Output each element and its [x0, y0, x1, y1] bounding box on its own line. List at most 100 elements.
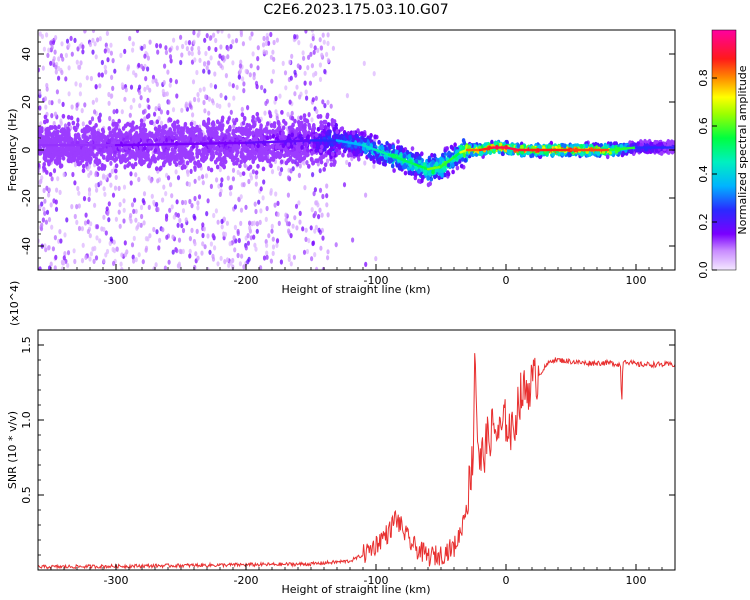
heatmap-cell: [45, 32, 49, 38]
heatmap-cell: [111, 146, 116, 151]
heatmap-cell: [251, 51, 255, 57]
heatmap-cell: [146, 148, 150, 154]
heatmap-cell: [284, 85, 288, 91]
heatmap-cell: [193, 264, 197, 270]
heatmap-cell: [316, 126, 321, 132]
heatmap-cell: [443, 172, 447, 178]
heatmap-cell: [314, 224, 318, 230]
heatmap-cell: [277, 220, 281, 226]
heatmap-cell: [310, 30, 314, 33]
heatmap-cell: [155, 43, 159, 49]
heatmap-cell: [98, 147, 103, 153]
heatmap-cell: [244, 204, 248, 210]
heatmap-cell: [315, 108, 319, 114]
heatmap-cell: [86, 166, 90, 172]
heatmap-cell: [138, 159, 142, 165]
heatmap-cell: [131, 120, 135, 126]
heatmap-cell: [426, 182, 431, 188]
heatmap-cell: [233, 224, 237, 230]
heatmap-cell: [270, 78, 274, 84]
heatmap-cell: [54, 199, 58, 205]
heatmap-cell: [125, 157, 130, 162]
heatmap-cell: [120, 109, 124, 115]
heatmap-cell: [329, 162, 334, 168]
heatmap-cell: [148, 233, 152, 239]
heatmap-cell: [215, 102, 219, 108]
heatmap-cell: [140, 213, 144, 220]
heatmap-cell: [327, 150, 331, 155]
heatmap-cell: [209, 126, 214, 132]
heatmap-cell: [267, 40, 271, 46]
heatmap-cell: [297, 200, 301, 206]
heatmap-cell: [234, 147, 239, 153]
heatmap-cell: [269, 188, 273, 194]
heatmap-cell: [209, 241, 213, 247]
heatmap-cell: [197, 97, 201, 103]
heatmap-cell: [155, 119, 160, 125]
heatmap-cell: [301, 124, 306, 130]
heatmap-cell: [275, 242, 279, 248]
heatmap-cell: [134, 217, 138, 223]
heatmap-cell: [58, 153, 62, 159]
heatmap-cell: [290, 53, 294, 59]
heatmap-cell: [190, 203, 194, 209]
heatmap-cell: [57, 124, 61, 130]
heatmap-cell: [54, 206, 59, 212]
heatmap-cell: [219, 182, 223, 188]
heatmap-cell: [246, 240, 250, 246]
heatmap-cell: [122, 207, 126, 213]
heatmap-cell: [128, 122, 133, 128]
heatmap-cell: [271, 128, 275, 134]
heatmap-cell: [156, 49, 160, 55]
heatmap-cell: [219, 44, 223, 50]
heatmap-cell: [78, 91, 82, 97]
heatmap-cell: [158, 154, 163, 159]
heatmap-cell: [171, 234, 175, 240]
heatmap-cell: [248, 35, 252, 41]
heatmap-cell: [52, 168, 57, 174]
heatmap-cell: [308, 80, 312, 86]
heatmap-cell: [102, 173, 106, 179]
heatmap-cell: [91, 99, 95, 105]
heatmap-cell: [53, 49, 57, 55]
heatmap-cell: [325, 112, 330, 118]
heatmap-cell: [159, 120, 164, 126]
heatmap-cell: [50, 113, 54, 119]
heatmap-cell: [247, 178, 251, 185]
heatmap-cell: [297, 40, 301, 46]
heatmap-cell: [118, 223, 122, 229]
heatmap-cell: [123, 240, 127, 246]
heatmap-cell: [103, 64, 107, 70]
heatmap-cell: [589, 143, 594, 149]
heatmap-cell: [115, 108, 119, 114]
heatmap-cell: [265, 250, 269, 256]
heatmap-cell: [56, 176, 60, 182]
heatmap-cell: [261, 166, 266, 172]
heatmap-cell: [80, 108, 84, 114]
heatmap-cell: [111, 58, 115, 64]
heatmap-cell: [171, 107, 176, 113]
heatmap-cell: [169, 77, 173, 83]
heatmap-cell: [282, 118, 286, 124]
heatmap-cell: [205, 33, 209, 39]
heatmap-cell: [207, 69, 211, 75]
heatmap-cell: [340, 126, 345, 131]
heatmap-cell: [43, 114, 48, 120]
heatmap-cell: [246, 105, 250, 111]
heatmap-cell: [279, 167, 284, 173]
heatmap-cell: [319, 120, 323, 125]
heatmap-cell: [251, 159, 255, 165]
heatmap-cell: [272, 56, 276, 62]
heatmap-cell: [137, 252, 141, 258]
heatmap-cell: [102, 186, 106, 192]
heatmap-cell: [417, 178, 421, 184]
heatmap-cell: [236, 230, 240, 236]
heatmap-cell: [331, 151, 335, 157]
heatmap-cell: [175, 199, 179, 205]
heatmap-cell: [377, 139, 381, 145]
heatmap-cell: [188, 248, 192, 254]
heatmap-cell: [249, 63, 253, 69]
heatmap-cell: [427, 157, 432, 163]
heatmap-cell: [256, 45, 260, 51]
heatmap-cell: [233, 204, 237, 210]
